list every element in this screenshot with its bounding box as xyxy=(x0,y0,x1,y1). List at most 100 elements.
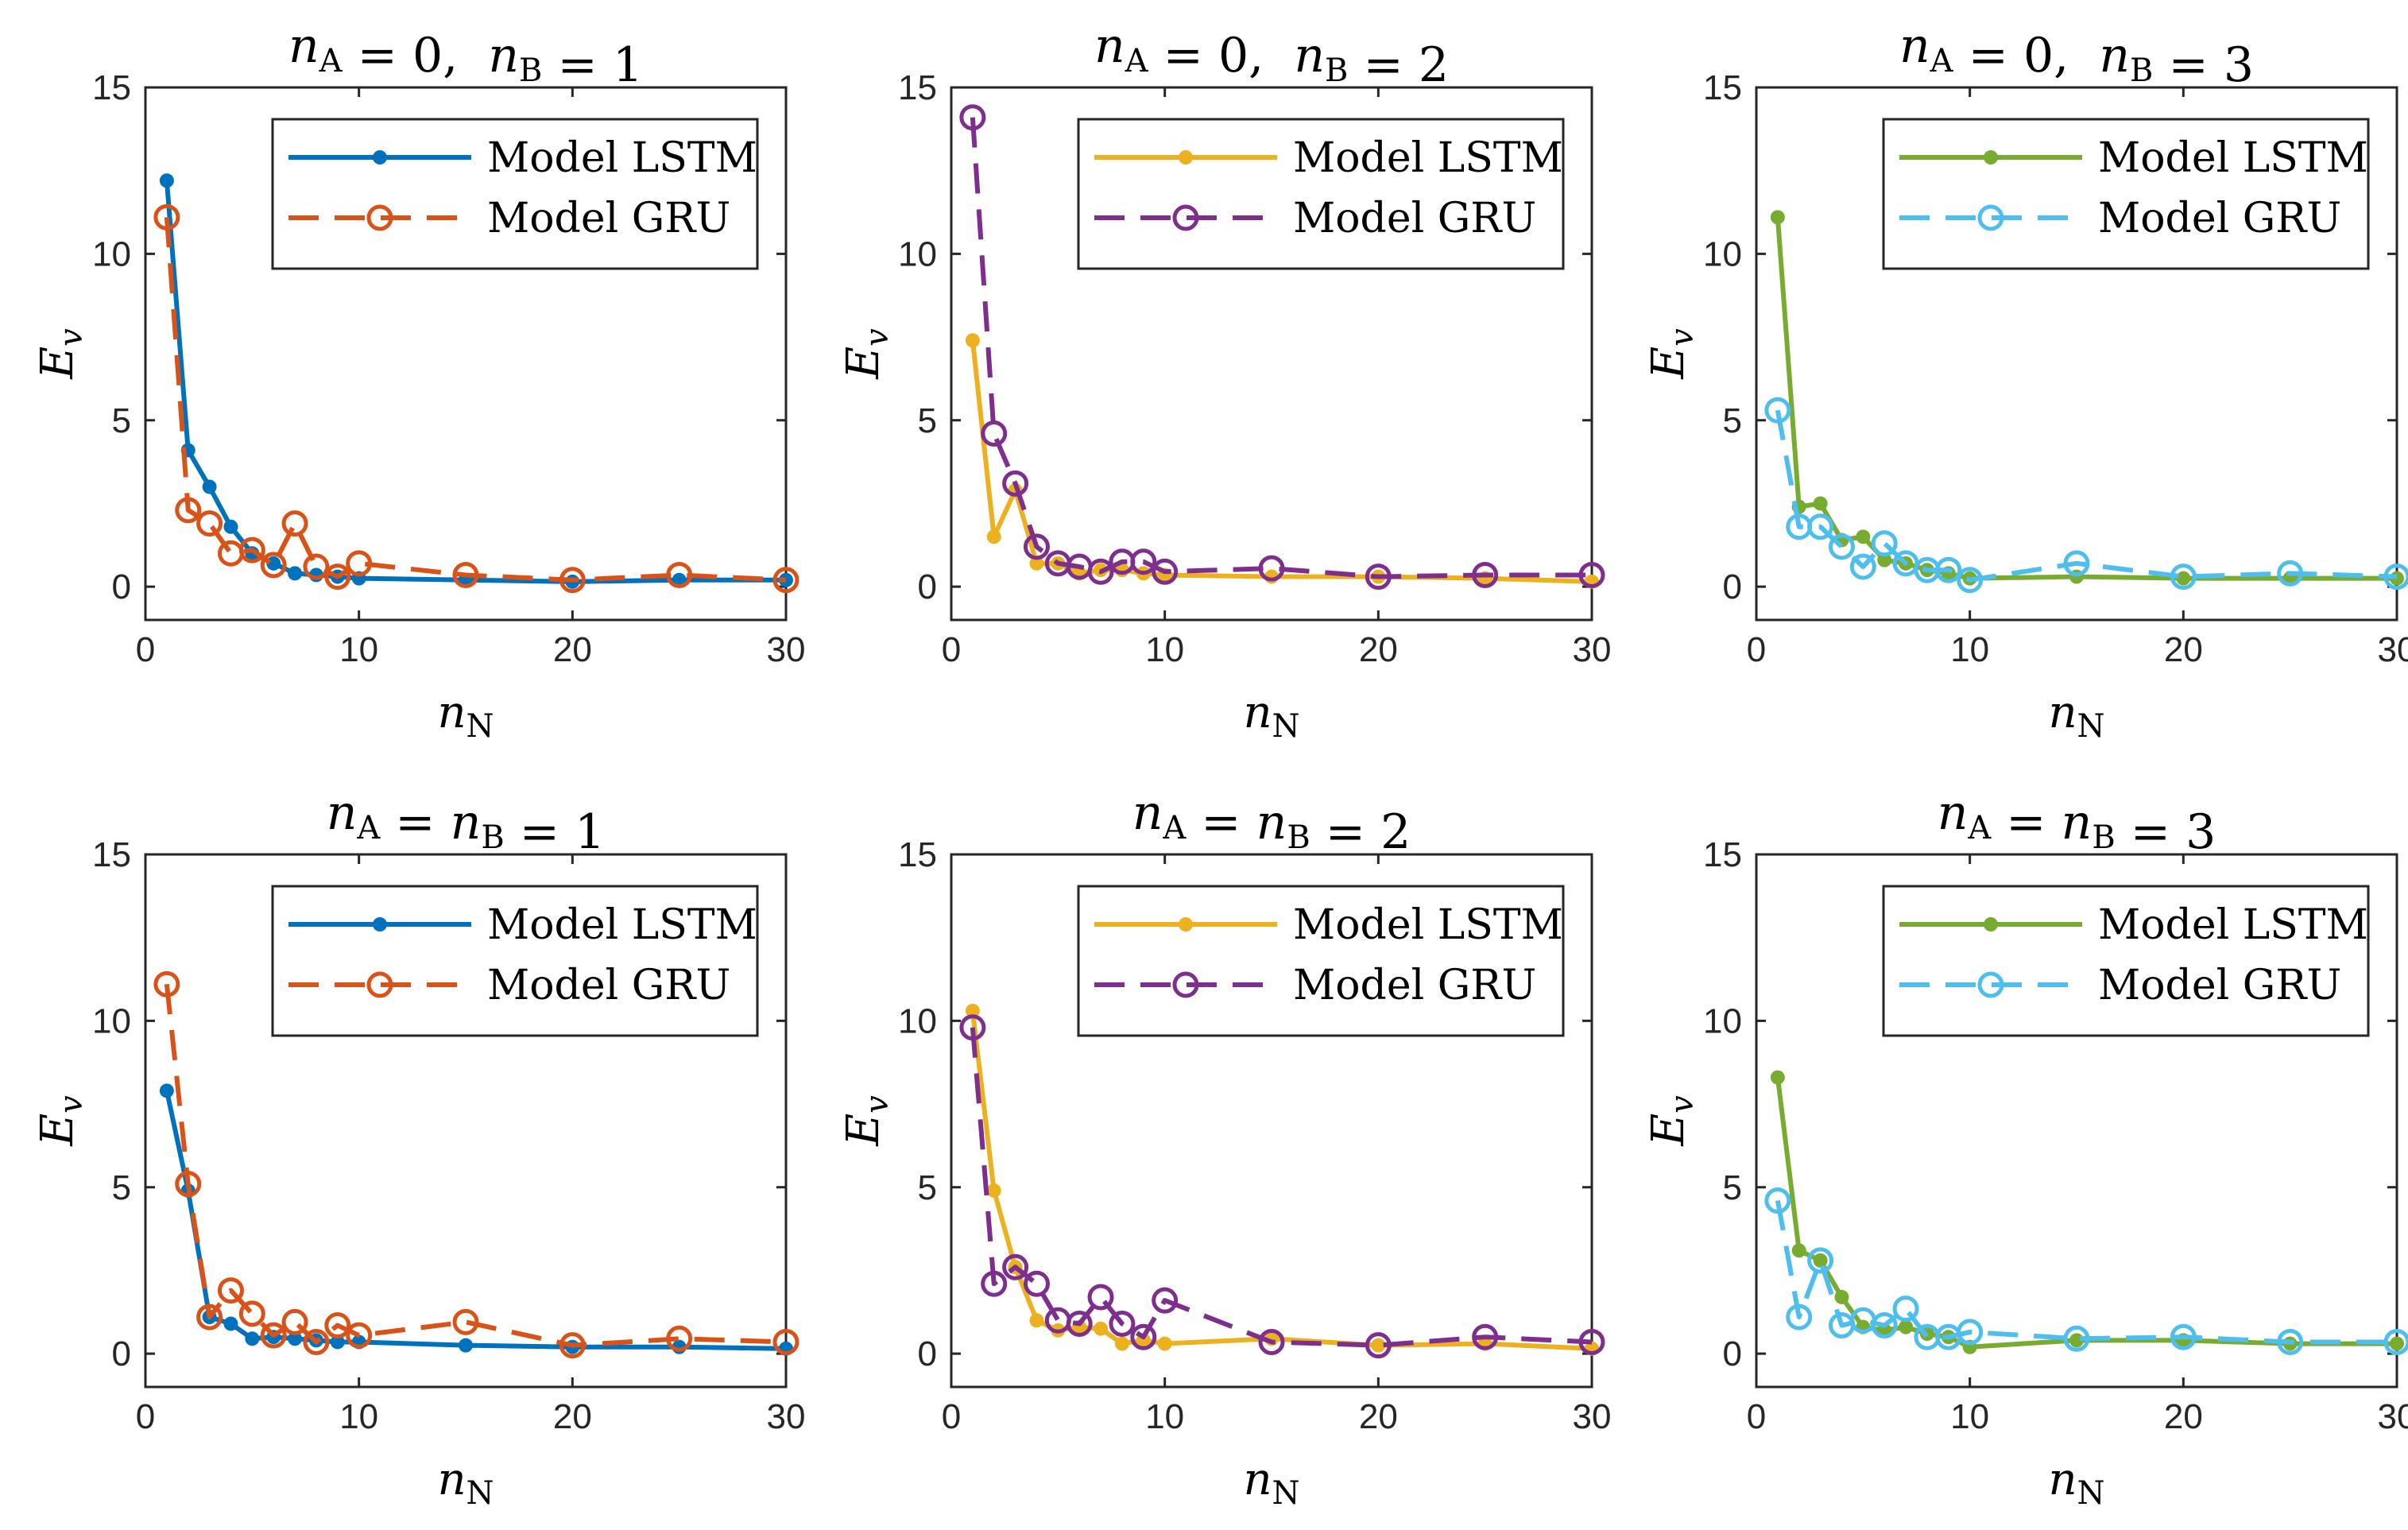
x-tick-label: 0 xyxy=(1747,630,1766,669)
data-point-gru xyxy=(1807,1247,1834,1274)
data-point-gru xyxy=(1365,1332,1392,1359)
legend-label: Model GRU xyxy=(487,195,730,242)
data-point-gru xyxy=(959,1014,986,1041)
data-point-lstm xyxy=(1791,1243,1806,1258)
series-line-lstm xyxy=(970,339,1593,584)
title-part: n xyxy=(1294,28,1325,83)
title-subscript: A xyxy=(1162,810,1187,846)
data-point-lstm xyxy=(159,1083,174,1098)
data-point-gru xyxy=(1087,1284,1114,1311)
axes-box xyxy=(144,853,788,1389)
data-point-lstm xyxy=(202,479,217,494)
x-axis-label: nN xyxy=(1243,1454,1299,1512)
y-tick-label: 0 xyxy=(112,1334,131,1373)
x-tick-label: 10 xyxy=(339,630,378,669)
x-tick-label: 10 xyxy=(1950,630,1989,669)
legend-label: Model LSTM xyxy=(487,134,757,182)
data-point-lstm xyxy=(1157,1336,1172,1351)
x-tick-label: 30 xyxy=(767,1397,806,1436)
y-tick-label: 15 xyxy=(92,835,131,874)
data-point-gru xyxy=(2170,564,2197,591)
legend-marker xyxy=(366,971,393,998)
title-subscript: B xyxy=(519,52,542,89)
data-point-gru xyxy=(281,510,308,537)
data-point-gru xyxy=(2383,564,2408,591)
title-part: = 1 xyxy=(505,804,606,860)
title-part: = 3 xyxy=(2153,37,2254,93)
y-axis-label-base: E xyxy=(838,1114,889,1147)
x-tick-label: 30 xyxy=(767,630,806,669)
series-line-lstm xyxy=(164,1090,787,1351)
title-part: = 0, xyxy=(1148,28,1295,83)
series-line-gru xyxy=(1775,409,2398,583)
data-point-gru xyxy=(238,1300,265,1327)
data-point-lstm xyxy=(1834,1289,1849,1304)
data-point-gru xyxy=(217,1277,244,1304)
subplot-title: nA = nB = 2 xyxy=(1132,785,1411,860)
data-point-gru xyxy=(559,567,586,594)
y-tick-label: 15 xyxy=(898,68,937,107)
title-subscript: A xyxy=(356,810,381,846)
data-point-lstm xyxy=(223,519,238,534)
legend-marker xyxy=(373,150,387,165)
x-tick-label: 30 xyxy=(1573,1397,1612,1436)
title-part: n xyxy=(1899,18,1930,74)
data-point-lstm xyxy=(245,1331,260,1346)
title-subscript: B xyxy=(2092,819,2115,856)
title-part: n xyxy=(1938,785,1969,841)
y-axis-label-subscript: v xyxy=(53,328,90,347)
data-point-gru xyxy=(772,1328,799,1355)
data-point-gru xyxy=(175,1171,202,1198)
title-subscript: A xyxy=(1967,810,1992,846)
data-point-gru xyxy=(260,552,287,579)
y-tick-label: 10 xyxy=(92,234,131,273)
x-axis-label-subscript: N xyxy=(1272,1475,1300,1512)
data-point-gru xyxy=(196,510,223,537)
data-point-gru xyxy=(1152,1287,1179,1314)
data-point-gru xyxy=(281,1308,308,1335)
title-subscript: B xyxy=(481,819,504,856)
data-point-lstm xyxy=(1899,1319,1914,1334)
y-tick-label: 0 xyxy=(918,567,937,606)
y-axis-label-subscript: v xyxy=(53,1095,90,1114)
series-line-gru xyxy=(164,217,787,583)
x-axis-label: nN xyxy=(1243,687,1299,745)
x-axis-label-base: n xyxy=(2048,687,2077,738)
data-point-gru xyxy=(260,1322,287,1349)
data-point-gru xyxy=(1002,1253,1029,1280)
x-tick-label: 20 xyxy=(553,630,592,669)
title-part: n xyxy=(1132,785,1163,841)
x-tick-label: 10 xyxy=(1145,1397,1184,1436)
data-point-gru xyxy=(175,497,202,524)
data-point-gru xyxy=(217,540,244,567)
series-line-gru xyxy=(1775,1199,2397,1345)
title-part: = xyxy=(1991,795,2061,850)
data-point-gru xyxy=(1764,397,1791,424)
data-point-gru xyxy=(238,536,265,564)
y-tick-label: 15 xyxy=(898,835,937,874)
title-part: n xyxy=(451,795,482,850)
x-axis-label-base: n xyxy=(437,687,466,738)
data-point-gru xyxy=(346,1322,373,1349)
title-part: n xyxy=(288,18,319,74)
data-point-gru xyxy=(196,1303,223,1331)
y-tick-label: 0 xyxy=(112,567,131,606)
data-point-gru xyxy=(1472,561,1499,588)
title-subscript: B xyxy=(1287,819,1310,856)
x-axis-label-base: n xyxy=(437,1454,466,1505)
data-point-gru xyxy=(1578,1328,1605,1355)
data-point-lstm xyxy=(986,529,1001,544)
data-point-gru xyxy=(772,567,799,594)
data-point-gru xyxy=(153,203,180,230)
y-tick-label: 5 xyxy=(918,401,937,440)
y-axis-label-subscript: v xyxy=(1664,328,1701,347)
subplot-title: nA = 0, nB = 3 xyxy=(1899,18,2254,93)
axes-box xyxy=(1755,853,2398,1389)
data-point-gru xyxy=(2170,1323,2197,1350)
data-point-gru xyxy=(324,1312,351,1339)
legend-label: Model GRU xyxy=(1293,195,1536,242)
y-axis-label: Ev xyxy=(838,1095,896,1147)
y-tick-label: 15 xyxy=(92,68,131,107)
